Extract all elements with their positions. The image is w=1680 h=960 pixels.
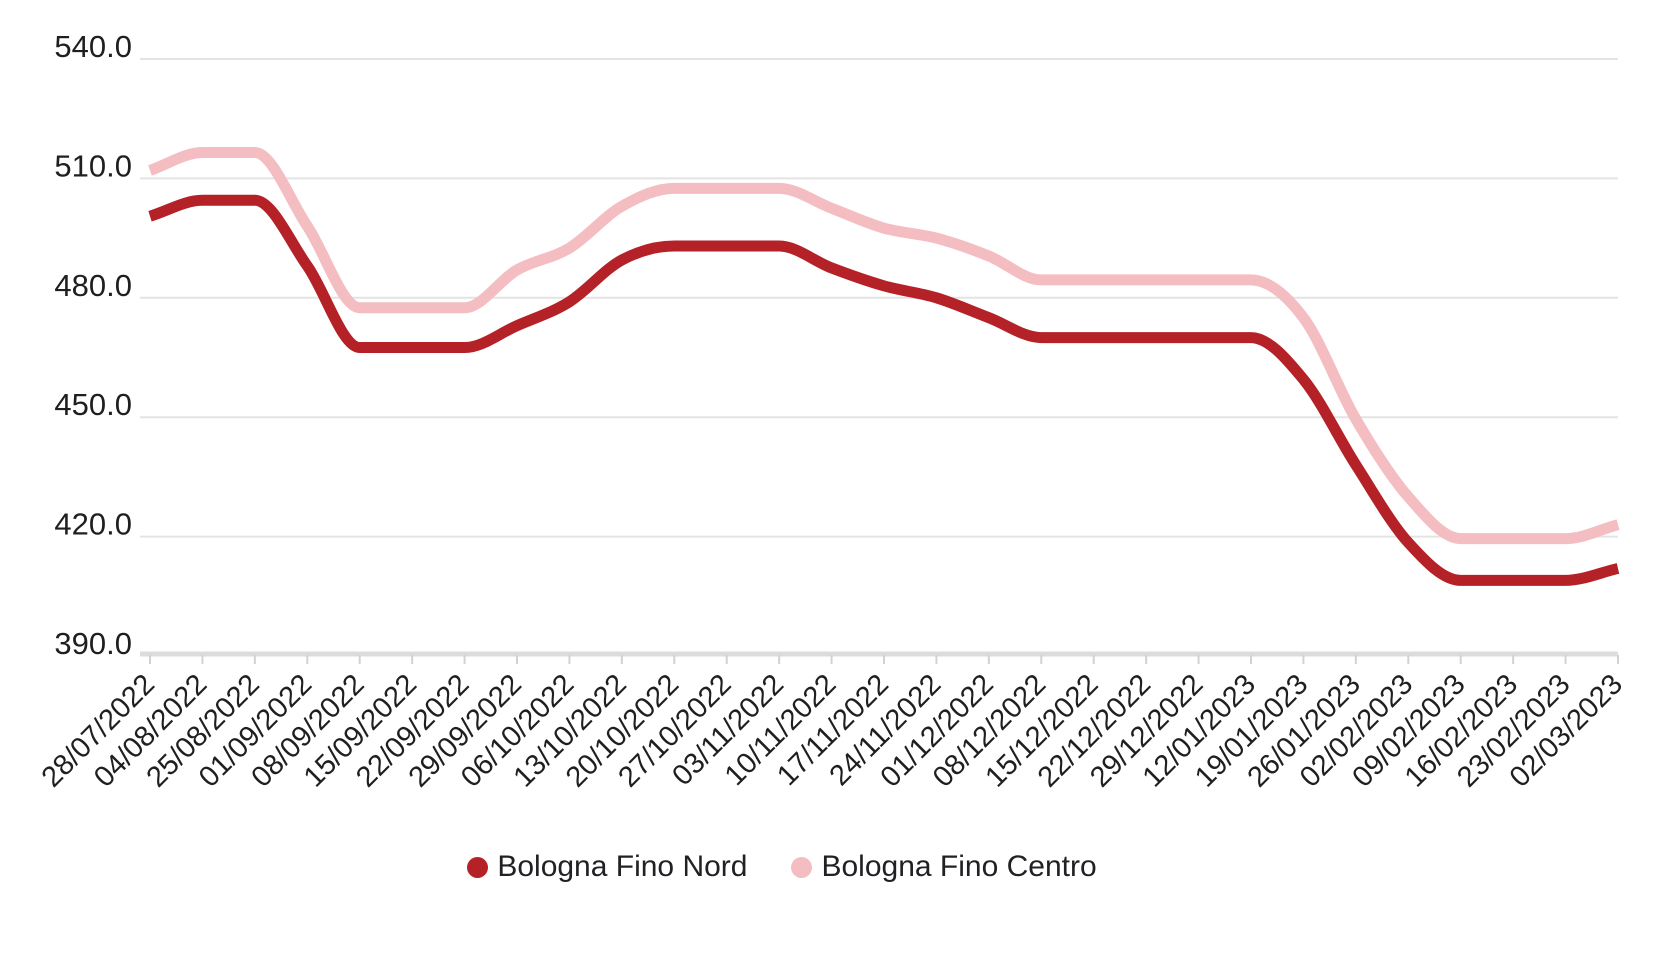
series-line-bologna-fino-centro xyxy=(148,147,1620,545)
legend-swatch-centro-icon xyxy=(791,856,813,878)
legend-item-bologna-fino-nord[interactable]: Bologna Fino Nord xyxy=(467,852,747,882)
legend: Bologna Fino Nord Bologna Fino Centro xyxy=(0,852,1622,882)
legend-label-nord: Bologna Fino Nord xyxy=(497,850,748,883)
y-axis-label: 540.0 xyxy=(54,29,132,64)
y-axis-label: 480.0 xyxy=(54,268,132,303)
legend-label-centro: Bologna Fino Centro xyxy=(821,850,1097,883)
legend-swatch-nord-icon xyxy=(467,856,489,878)
y-axis-label: 420.0 xyxy=(54,507,132,542)
y-axis-label: 450.0 xyxy=(54,387,132,422)
series-line-bologna-fino-nord xyxy=(148,194,1620,586)
legend-item-bologna-fino-centro[interactable]: Bologna Fino Centro xyxy=(791,850,1097,883)
y-axis-label: 510.0 xyxy=(54,148,132,183)
y-axis-label: 390.0 xyxy=(54,626,132,661)
